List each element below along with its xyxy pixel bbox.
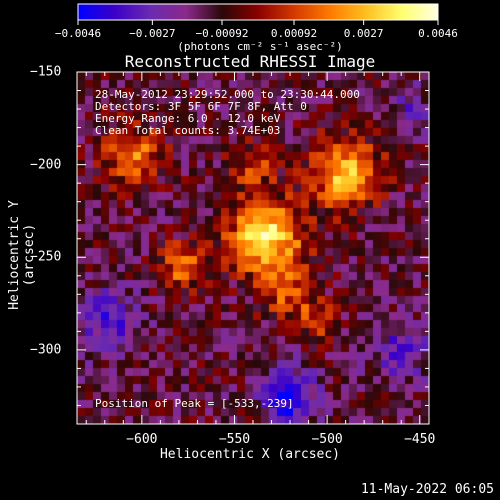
y-tick-label: −200 [30, 157, 62, 173]
colorbar-units: (photons cm⁻² s⁻¹ asec⁻²) [177, 40, 343, 53]
annotation-detectors: Detectors: 3F 5F 6F 7F 8F, Att 0 [95, 100, 307, 113]
annotation-peak-position: Position of Peak = [-533,-239] [95, 397, 294, 410]
colorbar-tick-label: 0.0046 [418, 27, 458, 40]
colorbar-tick-label: −0.00092 [195, 27, 249, 40]
x-axis-label: Heliocentric X (arcsec) [159, 447, 340, 462]
x-tick-label: −550 [218, 432, 251, 447]
y-tick-label: −300 [30, 342, 62, 358]
chart-title: Reconstructed RHESSI Image [124, 52, 376, 71]
y-tick-label: −250 [30, 249, 62, 265]
colorbar-tick-label: 0.00092 [270, 27, 318, 40]
x-tick-label: −600 [126, 432, 158, 447]
x-tick-label: −500 [311, 432, 343, 447]
x-tick-label: −450 [404, 432, 436, 447]
y-axis-label: Heliocentric Y (arcsec) [7, 200, 37, 310]
annotation-energy-range: Energy Range: 6.0 - 12.0 keV [95, 112, 281, 125]
annotation-time-range: 28-May-2012 23:29:52.000 to 23:30:44.000 [95, 88, 360, 101]
colorbar-tick-label: 0.0027 [343, 27, 384, 40]
colorbar-tick-label: −0.0046 [54, 27, 102, 40]
footer-timestamp: 11-May-2022 06:05 [360, 482, 494, 497]
colorbar-tick-label: −0.0027 [129, 27, 176, 40]
colorbar [78, 4, 438, 20]
annotation-method-counts: Clean Total counts: 3.74E+03 [95, 124, 281, 137]
y-tick-label: −150 [30, 64, 62, 80]
